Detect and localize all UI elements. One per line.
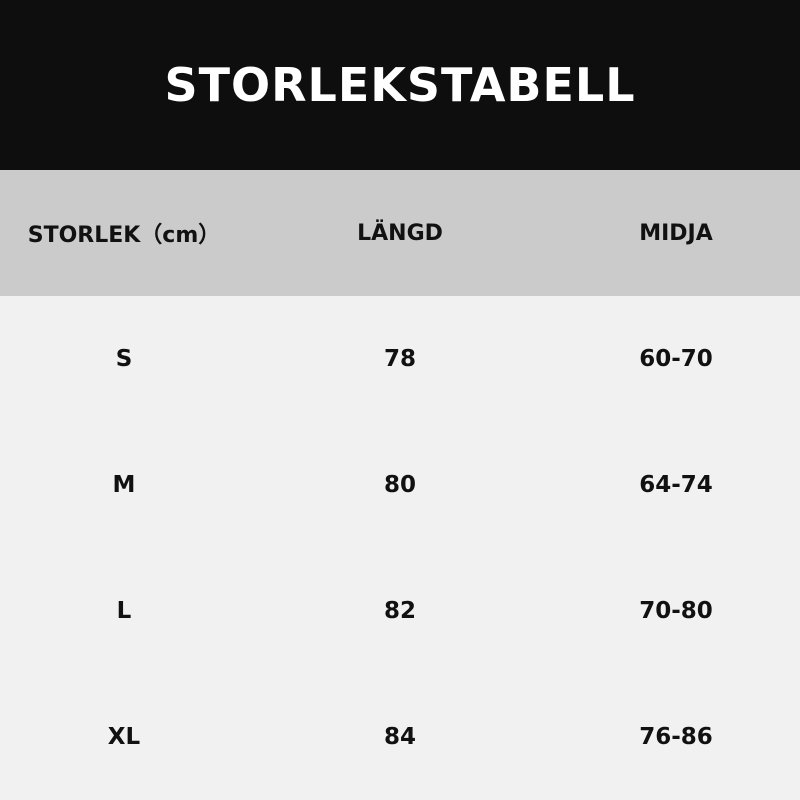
table-row: XL 84 76-86: [0, 674, 800, 800]
waist-cell: 70-80: [639, 598, 713, 624]
waist-cell: 76-86: [639, 724, 713, 750]
length-cell: 80: [383, 472, 416, 498]
page-title: STORLEKSTABELL: [164, 58, 636, 112]
size-cell: M: [112, 472, 136, 498]
size-cell: L: [116, 598, 132, 624]
header-size: STORLEK（cm）: [27, 223, 221, 248]
table-row: S 78 60-70: [0, 296, 800, 422]
title-banner: STORLEKSTABELL: [0, 0, 800, 170]
size-cell: S: [115, 346, 133, 372]
header-length: LÄNGD: [357, 220, 443, 246]
waist-cell: 64-74: [639, 472, 713, 498]
waist-cell: 60-70: [639, 346, 713, 372]
table-row: L 82 70-80: [0, 548, 800, 674]
size-cell: XL: [107, 724, 141, 750]
table-header: STORLEK（cm） LÄNGD MIDJA: [0, 170, 800, 296]
table-row: M 80 64-74: [0, 422, 800, 548]
table-body: S 78 60-70 M 80 64-74 L 82 70-80 XL 84 7…: [0, 296, 800, 800]
length-cell: 84: [383, 724, 416, 750]
header-waist: MIDJA: [639, 220, 713, 246]
length-cell: 82: [383, 598, 416, 624]
length-cell: 78: [383, 346, 416, 372]
